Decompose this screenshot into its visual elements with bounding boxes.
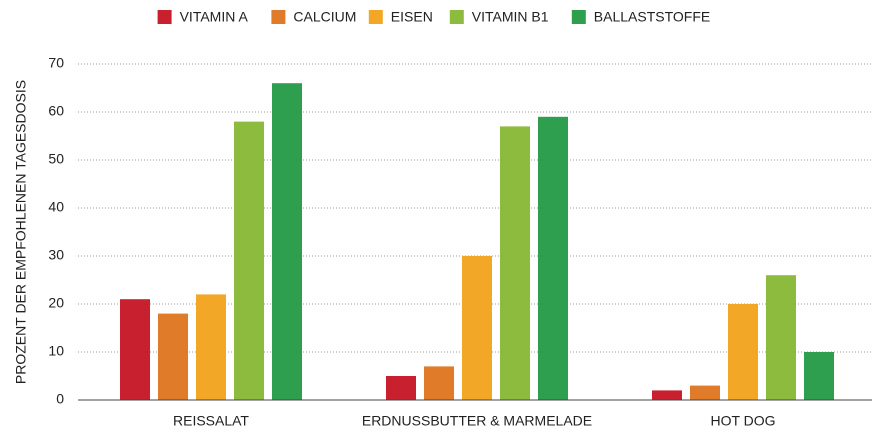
y-tick-label: 50: [48, 151, 64, 167]
bar: [120, 299, 150, 400]
bar: [538, 116, 568, 401]
bar: [462, 256, 492, 400]
legend-swatch: [571, 10, 586, 24]
legend-swatch: [368, 10, 383, 24]
x-tick-label: REISSALAT: [173, 413, 249, 429]
y-tick-label: 70: [48, 55, 64, 71]
legend-label: VITAMIN A: [180, 9, 249, 25]
legend-swatch: [157, 10, 172, 24]
bar: [272, 83, 302, 400]
y-tick-label: 40: [48, 199, 64, 215]
legend-label: BALLASTSTOFFE: [594, 9, 710, 25]
bar: [652, 390, 682, 400]
bar: [424, 366, 454, 400]
bar: [500, 126, 530, 401]
bar: [196, 294, 226, 400]
y-tick-label: 0: [56, 391, 64, 407]
legend-swatch: [271, 10, 286, 24]
y-tick-label: 30: [48, 247, 64, 263]
legend-label: VITAMIN B1: [472, 9, 549, 25]
y-tick-label: 60: [48, 103, 64, 119]
bar: [766, 275, 796, 400]
y-tick-label: 10: [48, 343, 64, 359]
bar: [804, 352, 834, 400]
bar: [158, 313, 188, 400]
x-tick-label: HOT DOG: [710, 413, 775, 429]
legend-label: EISEN: [391, 9, 433, 25]
bar: [386, 376, 416, 400]
bar: [728, 304, 758, 400]
legend-label: CALCIUM: [293, 9, 356, 25]
bar: [234, 121, 264, 400]
bar: [690, 385, 720, 400]
legend-swatch: [449, 10, 464, 24]
x-tick-label: ERDNUSSBUTTER & MARMELADE: [362, 413, 592, 429]
y-tick-label: 20: [48, 295, 64, 311]
y-axis-label: PROZENT DER EMPFOHLENEN TAGESDOSIS: [13, 80, 29, 384]
